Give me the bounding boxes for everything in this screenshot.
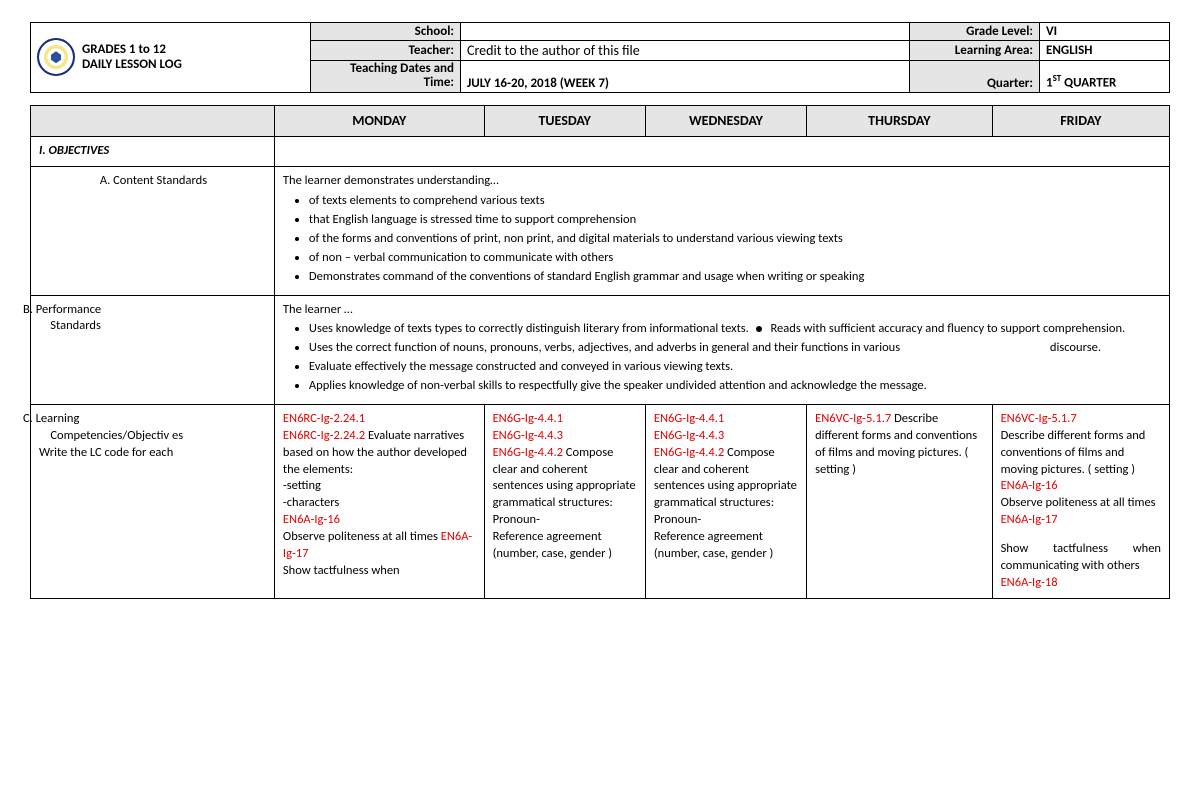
- code: EN6VC-Ig-5.1.7: [815, 411, 891, 426]
- code: EN6VC-Ig-5.1.7: [1001, 411, 1161, 428]
- c-tuesday: EN6G-Ig-4.4.1 EN6G-Ig-4.4.3 EN6G-Ig-4.4.…: [484, 404, 645, 598]
- title-line-2: DAILY LESSON LOG: [82, 57, 182, 72]
- code: EN6A-Ig-16: [1001, 478, 1161, 495]
- line: -setting: [283, 478, 476, 495]
- b-item2b: discourse.: [1050, 340, 1161, 357]
- content-b-intro: The learner …: [283, 302, 1161, 319]
- list-item: Uses the correct function of nouns, pron…: [309, 339, 1161, 358]
- day-tuesday: TUESDAY: [484, 105, 645, 137]
- b-item1b: Reads with sufficient accuracy and fluen…: [770, 321, 1125, 336]
- value-school: [461, 23, 910, 41]
- list-item: that English language is stressed time t…: [309, 211, 1161, 230]
- c-friday: EN6VC-Ig-5.1.7 Describe different forms …: [992, 404, 1169, 598]
- c-wednesday: EN6G-Ig-4.4.1 EN6G-Ig-4.4.3 EN6G-Ig-4.4.…: [645, 404, 806, 598]
- c-monday: EN6RC-Ig-2.24.1 EN6RC-Ig-2.24.2 Evaluate…: [274, 404, 484, 598]
- text: Observe politeness at all times: [283, 529, 441, 544]
- quarter-text: QUARTER: [1061, 76, 1116, 91]
- line: -characters: [283, 495, 476, 512]
- code: EN6A-Ig-18: [1001, 575, 1161, 592]
- deped-logo-icon: [37, 38, 75, 76]
- line: Pronoun-: [654, 512, 798, 529]
- code: EN6G-Ig-4.4.2: [654, 445, 724, 460]
- label-area: Learning Area:: [910, 41, 1040, 61]
- code: EN6RC-Ig-2.24.1: [283, 411, 476, 428]
- line: Reference agreement: [493, 529, 637, 546]
- list-item: Evaluate effectively the message constru…: [309, 358, 1161, 377]
- line: (number, case, gender ): [493, 546, 637, 563]
- day-thursday: THURSDAY: [807, 105, 992, 137]
- line: EN6RC-Ig-2.24.2 Evaluate narratives base…: [283, 428, 476, 479]
- value-teacher: Credit to the author of this file: [461, 41, 910, 61]
- section-objectives: I. OBJECTIVES: [31, 137, 275, 167]
- c-label-1: C. Learning: [23, 411, 79, 426]
- list-item: of texts elements to comprehend various …: [309, 192, 1161, 211]
- quarter-num: 1: [1046, 76, 1053, 91]
- value-dates: JULY 16-20, 2018 (WEEK 7): [461, 61, 910, 93]
- line: Show tactfulness when: [283, 563, 476, 580]
- label-performance-standards: B. Performance Standards: [31, 295, 275, 404]
- performance-standards-cell: The learner … Uses knowledge of texts ty…: [274, 295, 1169, 404]
- inline-bullet-icon: [756, 326, 762, 332]
- main-table: MONDAY TUESDAY WEDNESDAY THURSDAY FRIDAY…: [30, 105, 1170, 599]
- list-item: Applies knowledge of non-verbal skills t…: [309, 377, 1161, 396]
- doc-title-cell: GRADES 1 to 12 DAILY LESSON LOG: [31, 23, 311, 93]
- line: EN6VC-Ig-5.1.7 Describe different forms …: [815, 411, 983, 479]
- c-label-2: Competencies/Objectiv es: [50, 428, 183, 443]
- code: EN6A-Ig-17: [1001, 512, 1161, 529]
- b-item1a: Uses knowledge of texts types to correct…: [309, 321, 749, 336]
- content-a-list: of texts elements to comprehend various …: [283, 192, 1161, 286]
- list-item: Demonstrates command of the conventions …: [309, 268, 1161, 287]
- content-standards-cell: The learner demonstrates understanding… …: [274, 167, 1169, 295]
- content-b-list: Uses knowledge of texts types to correct…: [283, 320, 1161, 396]
- line: (number, case, gender ): [654, 546, 798, 563]
- code: EN6G-Ig-4.4.3: [654, 428, 798, 445]
- c-label-3: Write the LC code for each: [39, 445, 173, 460]
- label-quarter: Quarter:: [910, 61, 1040, 93]
- day-wednesday: WEDNESDAY: [645, 105, 806, 137]
- label-learning-competencies: C. Learning Competencies/Objectiv es Wri…: [31, 404, 275, 598]
- label-grade: Grade Level:: [910, 23, 1040, 41]
- line: EN6G-Ig-4.4.2 Compose clear and coherent…: [493, 445, 637, 513]
- line: EN6G-Ig-4.4.2 Compose clear and coherent…: [654, 445, 798, 513]
- code: EN6G-Ig-4.4.2: [493, 445, 563, 460]
- list-item: of non – verbal communication to communi…: [309, 249, 1161, 268]
- value-quarter: 1ST QUARTER: [1040, 61, 1170, 93]
- label-teacher: Teacher:: [311, 41, 461, 61]
- label-content-standards: A. Content Standards: [31, 167, 275, 295]
- day-friday: FRIDAY: [992, 105, 1169, 137]
- code: EN6G-Ig-4.4.1: [493, 411, 637, 428]
- objectives-blank: [274, 137, 1169, 167]
- c-thursday: EN6VC-Ig-5.1.7 Describe different forms …: [807, 404, 992, 598]
- code: EN6A-Ig-16: [283, 512, 476, 529]
- code: EN6RC-Ig-2.24.2: [283, 428, 365, 443]
- header-table: GRADES 1 to 12 DAILY LESSON LOG School: …: [30, 22, 1170, 93]
- corner-cell: [31, 105, 275, 137]
- value-area: ENGLISH: [1040, 41, 1170, 61]
- code: EN6G-Ig-4.4.3: [493, 428, 637, 445]
- line: Pronoun-: [493, 512, 637, 529]
- day-monday: MONDAY: [274, 105, 484, 137]
- line: Observe politeness at all times EN6A-Ig-…: [283, 529, 476, 563]
- label-dates: Teaching Dates andTime:: [311, 61, 461, 93]
- b-item2a: Uses the correct function of nouns, pron…: [309, 340, 900, 357]
- line: Observe politeness at all times: [1001, 495, 1161, 512]
- label-school: School:: [311, 23, 461, 41]
- value-grade: VI: [1040, 23, 1170, 41]
- quarter-sup: ST: [1053, 73, 1062, 84]
- line: Show tactfulness when communicating with…: [1001, 541, 1161, 575]
- title-line-1: GRADES 1 to 12: [82, 42, 166, 57]
- code: EN6G-Ig-4.4.1: [654, 411, 798, 428]
- list-item: Uses knowledge of texts types to correct…: [309, 320, 1161, 339]
- line: Describe different forms and conventions…: [1001, 428, 1161, 479]
- content-a-intro: The learner demonstrates understanding…: [283, 173, 1161, 190]
- line: Reference agreement: [654, 529, 798, 546]
- list-item: of the forms and conventions of print, n…: [309, 230, 1161, 249]
- spacer: [1001, 529, 1161, 541]
